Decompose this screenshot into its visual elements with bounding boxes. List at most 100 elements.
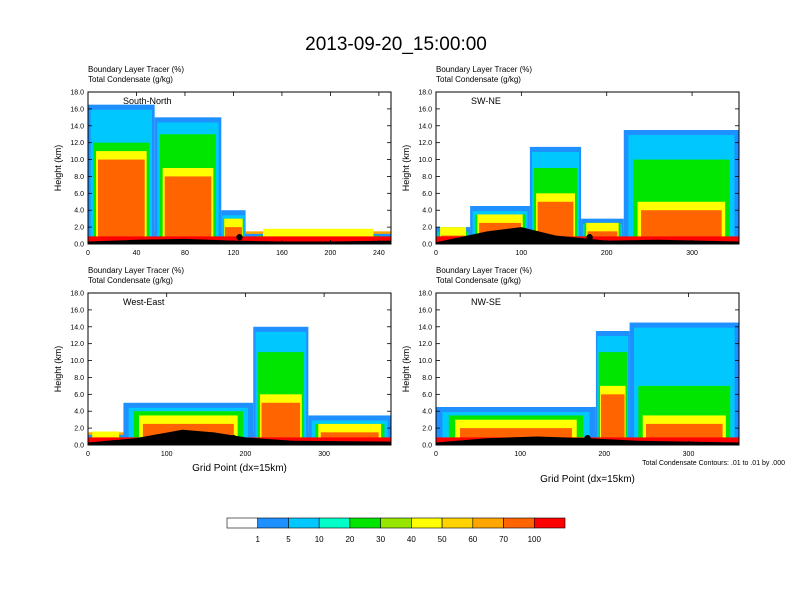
colorbar-swatch <box>288 517 320 529</box>
y-tick-label: 0.0 <box>422 443 432 450</box>
panel-label: SW-NE <box>471 96 501 106</box>
y-tick-label: 8.0 <box>74 174 84 181</box>
y-tick-label: 16.0 <box>70 307 84 314</box>
terrain <box>88 429 391 445</box>
y-tick-label: 16.0 <box>418 106 432 113</box>
y-axis-label: Height (km) <box>401 145 411 192</box>
y-tick-label: 8.0 <box>422 174 432 181</box>
colorbar: 1 5 10 20 30 40 50 60 70 100 <box>226 517 566 544</box>
x-axis-label: Grid Point (dx=15km) <box>540 474 635 485</box>
location-marker <box>236 234 243 241</box>
y-tick-label: 4.0 <box>74 208 84 215</box>
colorbar-swatch <box>380 517 412 529</box>
x-tick-label: 120 <box>228 250 240 257</box>
panel-subtitle: Total Condensate (g/kg) <box>88 276 173 285</box>
y-tick-label: 4.0 <box>422 409 432 416</box>
y-tick-label: 10.0 <box>418 358 432 365</box>
contour-footnote: Total Condensate Contours: .01 to .01 by… <box>642 460 785 467</box>
colorbar-swatch <box>441 517 474 529</box>
panel-south-north: Boundary Layer Tracer (%)Total Condensat… <box>53 65 392 257</box>
panel-label: South-North <box>123 96 172 106</box>
plot-frame <box>87 292 392 446</box>
plot-frame <box>435 292 740 446</box>
panel-sw-ne: Boundary Layer Tracer (%)Total Condensat… <box>401 65 740 257</box>
y-tick-label: 14.0 <box>418 123 432 130</box>
column-core <box>600 394 625 445</box>
y-tick-label: 18.0 <box>70 90 84 97</box>
x-tick-label: 300 <box>686 250 698 257</box>
x-tick-label: 200 <box>325 250 337 257</box>
colorbar-swatch <box>411 517 443 529</box>
y-tick-label: 6.0 <box>74 191 84 198</box>
y-tick-label: 10.0 <box>418 157 432 164</box>
colorbar-label: 10 <box>315 535 324 544</box>
colorbar-label: 40 <box>407 535 416 544</box>
y-axis-label: Height (km) <box>401 346 411 393</box>
terrain <box>436 227 739 244</box>
x-tick-label: 0 <box>86 451 90 458</box>
panel-subtitle: Total Condensate (g/kg) <box>88 75 173 84</box>
x-tick-label: 80 <box>181 250 189 257</box>
plot-frame <box>87 91 392 245</box>
y-tick-label: 14.0 <box>70 123 84 130</box>
tracer-field <box>88 326 391 445</box>
column-core <box>164 176 212 244</box>
x-tick-label: 240 <box>373 250 385 257</box>
colorbar-swatch <box>257 517 289 529</box>
colorbar-label: 20 <box>345 535 354 544</box>
x-tick-label: 300 <box>318 451 330 458</box>
y-tick-label: 8.0 <box>74 375 84 382</box>
x-tick-label: 0 <box>434 451 438 458</box>
x-tick-label: 160 <box>276 250 288 257</box>
colorbar-swatch <box>318 517 351 529</box>
panel-subtitle: Total Condensate (g/kg) <box>436 75 521 84</box>
x-tick-label: 100 <box>514 451 526 458</box>
x-tick-label: 200 <box>598 451 610 458</box>
y-tick-label: 6.0 <box>422 191 432 198</box>
x-tick-label: 0 <box>434 250 438 257</box>
y-tick-label: 2.0 <box>74 225 84 232</box>
y-tick-label: 12.0 <box>70 140 84 147</box>
y-tick-label: 6.0 <box>422 392 432 399</box>
x-tick-label: 40 <box>133 250 141 257</box>
y-tick-label: 12.0 <box>418 341 432 348</box>
x-axis-label: Grid Point (dx=15km) <box>192 463 287 474</box>
y-tick-label: 4.0 <box>422 208 432 215</box>
x-tick-label: 100 <box>161 451 173 458</box>
colorbar-label: 70 <box>499 535 508 544</box>
y-tick-label: 0.0 <box>74 443 84 450</box>
colorbar-label: 1 <box>256 535 261 544</box>
panel-west-east: Boundary Layer Tracer (%)Total Condensat… <box>53 266 392 474</box>
panel-subtitle: Boundary Layer Tracer (%) <box>436 266 532 275</box>
y-tick-label: 6.0 <box>74 392 84 399</box>
y-tick-label: 14.0 <box>70 324 84 331</box>
y-tick-label: 8.0 <box>422 375 432 382</box>
panel-subtitle: Boundary Layer Tracer (%) <box>88 65 184 74</box>
location-marker <box>586 234 593 241</box>
y-tick-label: 10.0 <box>70 358 84 365</box>
x-tick-label: 100 <box>516 250 528 257</box>
terrain <box>88 238 391 244</box>
colorbar-label: 50 <box>438 535 447 544</box>
panel-label: NW-SE <box>471 297 501 307</box>
panel-subtitle: Boundary Layer Tracer (%) <box>436 65 532 74</box>
panel-nw-se: Boundary Layer Tracer (%)Total Condensat… <box>401 266 740 485</box>
x-tick-label: 300 <box>683 451 695 458</box>
colorbar-label: 60 <box>468 535 477 544</box>
colorbar-label: 100 <box>528 535 542 544</box>
colorbar-swatch <box>533 517 566 529</box>
x-tick-label: 200 <box>601 250 613 257</box>
y-tick-label: 16.0 <box>418 307 432 314</box>
y-tick-label: 18.0 <box>418 90 432 97</box>
panel-subtitle: Total Condensate (g/kg) <box>436 276 521 285</box>
y-tick-label: 4.0 <box>74 409 84 416</box>
plot-frame <box>435 91 740 245</box>
x-tick-label: 0 <box>86 250 90 257</box>
y-tick-label: 12.0 <box>418 140 432 147</box>
location-marker <box>584 435 591 442</box>
x-tick-label: 200 <box>240 451 252 458</box>
y-tick-label: 2.0 <box>422 426 432 433</box>
colorbar-label: 30 <box>376 535 385 544</box>
y-tick-label: 2.0 <box>74 426 84 433</box>
